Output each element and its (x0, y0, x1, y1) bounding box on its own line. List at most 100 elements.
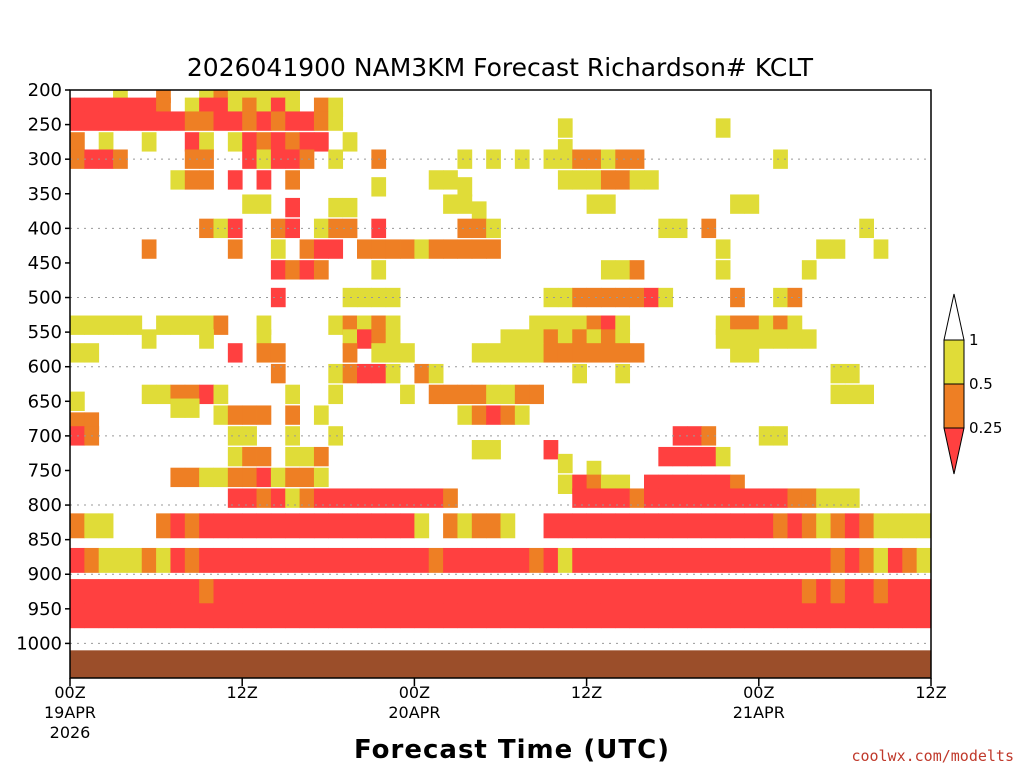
ri-cell (285, 547, 300, 573)
ri-cell (887, 513, 903, 539)
ri-cell (615, 260, 631, 280)
ri-cell (84, 111, 100, 131)
ri-cell (773, 488, 788, 508)
ri-cell (357, 579, 372, 604)
ri-cell (299, 488, 315, 508)
ri-cell (313, 467, 329, 488)
ri-cell (658, 488, 674, 508)
ri-cell (471, 405, 487, 425)
ri-cell (830, 363, 846, 384)
ri-cell (887, 603, 903, 629)
ri-cell (285, 405, 300, 425)
ri-cell (443, 384, 458, 405)
ri-cell (500, 547, 516, 573)
ri-cell (644, 513, 659, 539)
ri-cell (113, 579, 128, 604)
ri-cell (758, 488, 774, 508)
ri-cell (184, 111, 200, 131)
ri-cell (744, 194, 760, 214)
ri-cell (385, 603, 401, 629)
ri-cell (644, 603, 659, 629)
ri-cell (730, 343, 745, 363)
ri-cell (170, 513, 186, 539)
ri-cell (715, 260, 731, 280)
ri-cell (844, 579, 860, 604)
ri-cell (529, 603, 544, 629)
ri-cell (213, 513, 229, 539)
y-tick-label: 400 (28, 218, 62, 239)
ri-cell (615, 343, 631, 363)
ri-cell (428, 384, 444, 405)
ri-cell (629, 579, 645, 604)
ri-cell (285, 111, 300, 131)
ri-cell (213, 218, 229, 239)
ri-cell (270, 149, 286, 169)
ri-cell (299, 579, 315, 604)
ri-cell (328, 426, 344, 446)
ri-cell (787, 329, 803, 349)
ri-cell (328, 218, 344, 239)
ri-cell (141, 384, 157, 405)
ri-cell (313, 239, 329, 259)
ri-cell (572, 513, 587, 539)
ri-cell (443, 579, 458, 604)
ri-cell (801, 260, 817, 280)
ri-cell (844, 547, 860, 573)
ri-cell (70, 111, 85, 131)
ri-cell (486, 343, 501, 363)
ri-cell (242, 111, 257, 131)
ri-cell (414, 488, 430, 508)
x-tick-label: 12Z (571, 683, 602, 702)
ri-cell (256, 488, 272, 508)
ri-cell (744, 488, 760, 508)
ri-cell (242, 603, 257, 629)
ri-cell (514, 603, 530, 629)
ri-cell (371, 547, 387, 573)
ri-cell (227, 132, 243, 152)
ri-cell (199, 132, 214, 152)
ri-cell (773, 329, 788, 349)
ri-cell (141, 239, 157, 259)
ri-cell (242, 446, 257, 467)
ri-cell (414, 513, 430, 539)
ri-cell (357, 239, 372, 259)
ri-cell (514, 149, 530, 169)
ri-cell (443, 547, 458, 573)
ri-cell (830, 513, 846, 539)
ri-cell (586, 488, 602, 508)
ri-cell (586, 170, 602, 190)
ri-cell (184, 513, 200, 539)
ri-cell (385, 239, 401, 259)
ri-cell (113, 111, 128, 131)
ri-cell (801, 488, 817, 508)
ri-cell (328, 384, 344, 405)
x-tick-year: 2026 (50, 723, 91, 742)
ri-cell (457, 405, 473, 425)
ri-cell (844, 488, 860, 508)
ri-cell (529, 547, 544, 573)
ri-cell (773, 149, 788, 169)
ri-cell (371, 513, 387, 539)
ri-cell (586, 547, 602, 573)
ri-cell (514, 579, 530, 604)
ri-cell (328, 603, 344, 629)
ri-cell (672, 513, 688, 539)
ri-cell (801, 547, 817, 573)
ri-cell (227, 488, 243, 508)
ri-cell (313, 579, 329, 604)
ri-cell (256, 132, 272, 152)
ri-cell (242, 194, 257, 214)
ri-cell (629, 170, 645, 190)
ri-cell (285, 579, 300, 604)
ri-cell (98, 315, 114, 335)
credit-text: coolwx.com/modelts (851, 747, 1014, 765)
ri-cell (830, 239, 846, 259)
ri-cell (687, 446, 702, 467)
ri-cell (270, 363, 286, 384)
ri-cell (557, 149, 573, 169)
ri-cell (256, 170, 272, 190)
ri-cell (514, 343, 530, 363)
ri-cell (213, 111, 229, 131)
ri-cell (84, 603, 100, 629)
ri-cell (730, 287, 745, 308)
